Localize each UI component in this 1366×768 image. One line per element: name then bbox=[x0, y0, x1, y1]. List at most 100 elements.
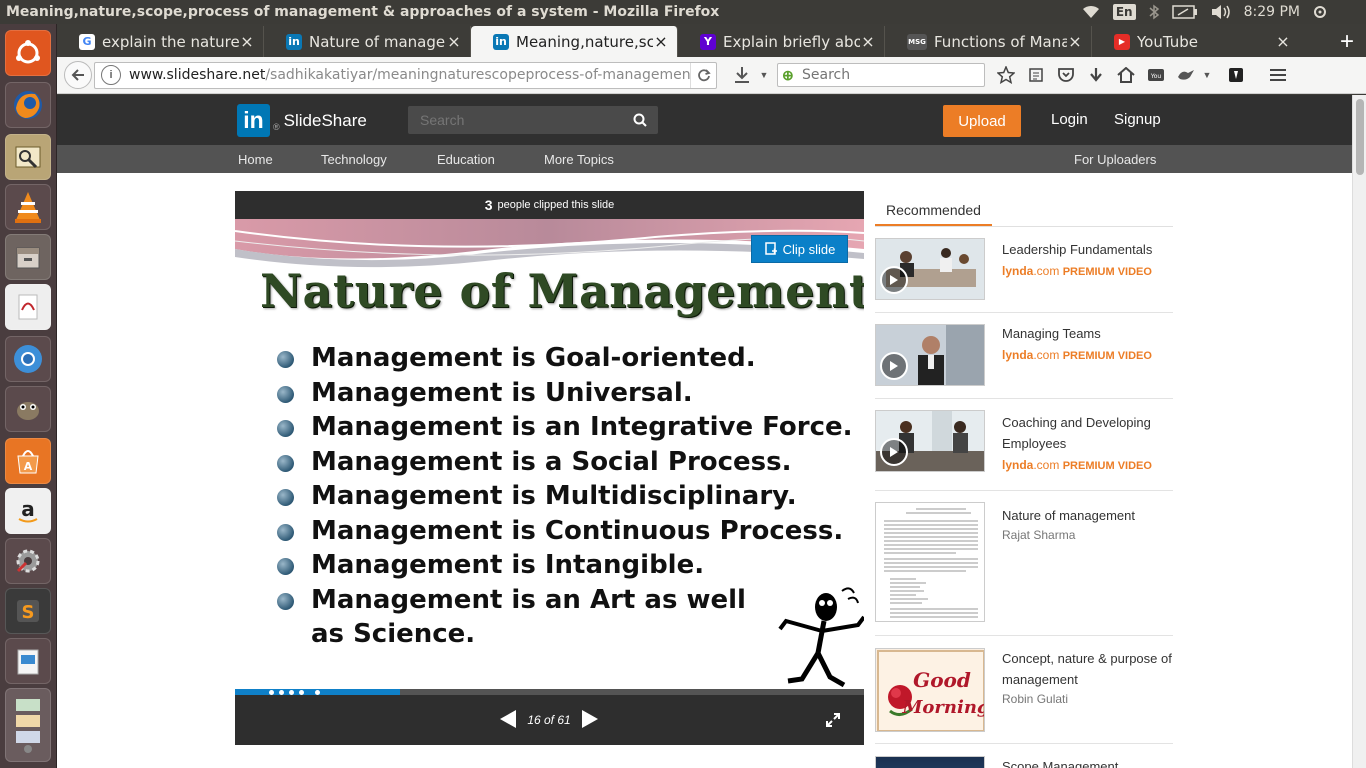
back-button[interactable] bbox=[64, 61, 92, 89]
amazon-icon[interactable]: a bbox=[5, 488, 51, 534]
slideshare-search-box[interactable] bbox=[408, 106, 658, 134]
video-thumbnail[interactable] bbox=[875, 410, 985, 472]
recommended-item[interactable]: Leadership Fundamentals lynda.com PREMIU… bbox=[875, 233, 1173, 313]
pocket-icon[interactable] bbox=[1051, 60, 1081, 90]
document-viewer-icon[interactable] bbox=[5, 284, 51, 330]
site-info-icon[interactable]: i bbox=[101, 65, 121, 85]
wifi-icon[interactable] bbox=[1081, 2, 1101, 22]
subnav-education[interactable]: Education bbox=[437, 152, 495, 167]
browser-search-input[interactable] bbox=[802, 67, 982, 83]
power-gear-icon[interactable] bbox=[1312, 2, 1328, 22]
recommended-item[interactable]: Managing Teams lynda.com PREMIUM VIDEO bbox=[875, 313, 1173, 399]
downloads-icon[interactable] bbox=[727, 60, 757, 90]
browser-tab[interactable]: MSG Functions of Manag… × bbox=[885, 26, 1092, 57]
slide-progress-bar[interactable] bbox=[235, 689, 864, 695]
tab-close-icon[interactable]: × bbox=[861, 32, 875, 51]
recommended-title[interactable]: Nature of management bbox=[1002, 508, 1135, 523]
recommended-title[interactable]: Scope Management bbox=[1002, 759, 1119, 768]
document-thumbnail[interactable] bbox=[875, 502, 985, 622]
subnav-home[interactable]: Home bbox=[238, 152, 273, 167]
recommended-author[interactable]: Robin Gulati bbox=[1002, 692, 1069, 706]
clock[interactable]: 8:29 PM bbox=[1243, 4, 1300, 20]
tab-recommended[interactable]: Recommended bbox=[875, 195, 992, 227]
fullscreen-icon[interactable] bbox=[825, 712, 841, 731]
recommended-item[interactable]: Nature of management Rajat Sharma bbox=[875, 491, 1173, 636]
subnav-more-topics[interactable]: More Topics bbox=[544, 152, 614, 167]
youtube-downloader-icon[interactable]: You bbox=[1141, 60, 1171, 90]
extension-dropdown-icon[interactable]: ▼ bbox=[1202, 70, 1212, 80]
slide-canvas[interactable]: Nature of Management Management is Goal-… bbox=[235, 219, 864, 689]
slide-thumbnail[interactable] bbox=[875, 756, 985, 768]
firefox-icon[interactable] bbox=[5, 82, 51, 128]
subnav-for-uploaders[interactable]: For Uploaders bbox=[1074, 152, 1157, 167]
recommended-title[interactable]: Coaching and Developing Employees bbox=[1002, 415, 1151, 451]
reload-icon[interactable] bbox=[690, 62, 716, 88]
battery-icon[interactable] bbox=[1171, 2, 1198, 22]
upload-button[interactable]: Upload bbox=[943, 105, 1021, 137]
extension-icon[interactable] bbox=[1171, 60, 1201, 90]
login-link[interactable]: Login bbox=[1051, 111, 1088, 128]
subnav-technology[interactable]: Technology bbox=[321, 152, 387, 167]
browser-search-box[interactable]: ⊕ bbox=[777, 63, 985, 87]
dropdown-arrow-icon[interactable]: ▼ bbox=[759, 70, 769, 80]
search-engine-icon[interactable]: ⊕ bbox=[782, 66, 794, 83]
slide-thumbnail[interactable]: Good Morning bbox=[875, 648, 985, 732]
slide-title: Nature of Management bbox=[260, 264, 864, 318]
recommended-author[interactable]: Rajat Sharma bbox=[1002, 528, 1076, 542]
reading-list-icon[interactable] bbox=[1021, 60, 1051, 90]
home-icon[interactable] bbox=[1111, 60, 1141, 90]
url-bar[interactable]: i www.slideshare.net/sadhikakatiyar/mean… bbox=[94, 61, 717, 89]
tab-close-icon[interactable]: × bbox=[654, 32, 668, 51]
recommended-title[interactable]: Concept, nature & purpose of management bbox=[1002, 651, 1172, 687]
image-viewer-icon[interactable] bbox=[5, 134, 51, 180]
chromium-icon[interactable] bbox=[5, 336, 51, 382]
browser-tab[interactable]: in Nature of managem… × bbox=[264, 26, 471, 57]
tab-close-icon[interactable]: × bbox=[447, 32, 461, 51]
ublock-icon[interactable] bbox=[1221, 60, 1251, 90]
bullet-sphere-icon bbox=[277, 489, 294, 506]
document-page-image bbox=[884, 508, 978, 618]
recommended-item[interactable]: Scope Management bbox=[875, 744, 1173, 768]
browser-tab[interactable]: Y Explain briefly abou… × bbox=[678, 26, 885, 57]
download-arrow-icon[interactable] bbox=[1081, 60, 1111, 90]
recommended-title[interactable]: Leadership Fundamentals bbox=[1002, 242, 1153, 257]
hamburger-menu-icon[interactable] bbox=[1263, 60, 1293, 90]
next-slide-button[interactable] bbox=[581, 709, 599, 732]
tab-close-icon[interactable]: × bbox=[1276, 32, 1290, 51]
volume-icon[interactable] bbox=[1210, 2, 1232, 22]
software-center-icon[interactable]: A bbox=[5, 438, 51, 484]
scrollbar-thumb[interactable] bbox=[1356, 99, 1364, 175]
slideshare-search-input[interactable] bbox=[408, 112, 628, 128]
keyboard-layout-indicator[interactable]: En bbox=[1112, 2, 1136, 22]
tab-close-icon[interactable]: × bbox=[1068, 32, 1082, 51]
gimp-icon[interactable] bbox=[5, 386, 51, 432]
stacked-apps-icon[interactable] bbox=[5, 688, 51, 762]
slideshare-logo[interactable]: in ® SlideShare bbox=[237, 104, 367, 137]
video-thumbnail[interactable] bbox=[875, 238, 985, 300]
vlc-icon[interactable] bbox=[5, 184, 51, 230]
browser-tab-active[interactable]: in Meaning,nature,sco… × bbox=[471, 26, 678, 57]
new-tab-button[interactable]: + bbox=[1339, 27, 1354, 55]
ubuntu-dash-icon[interactable] bbox=[5, 30, 51, 76]
search-icon[interactable] bbox=[628, 113, 652, 127]
files-icon[interactable] bbox=[5, 234, 51, 280]
system-settings-icon[interactable] bbox=[5, 538, 51, 584]
play-icon[interactable] bbox=[880, 266, 908, 294]
browser-tab[interactable]: ▶ YouTube × bbox=[1092, 26, 1299, 57]
bluetooth-icon[interactable] bbox=[1148, 2, 1160, 22]
play-icon[interactable] bbox=[880, 352, 908, 380]
signup-link[interactable]: Signup bbox=[1114, 111, 1161, 128]
recommended-item[interactable]: Good Morning Concept, nature & purpose o… bbox=[875, 636, 1173, 744]
previous-slide-button[interactable] bbox=[499, 709, 517, 732]
browser-tab[interactable]: G explain the nature a… × bbox=[57, 26, 264, 57]
libreoffice-impress-icon[interactable] bbox=[5, 638, 51, 684]
recommended-item[interactable]: Coaching and Developing Employees lynda.… bbox=[875, 399, 1173, 491]
video-thumbnail[interactable] bbox=[875, 324, 985, 386]
page-scrollbar[interactable] bbox=[1352, 95, 1366, 768]
clip-slide-button[interactable]: Clip slide bbox=[751, 235, 848, 263]
tab-close-icon[interactable]: × bbox=[240, 32, 254, 51]
play-icon[interactable] bbox=[880, 438, 908, 466]
recommended-title[interactable]: Managing Teams bbox=[1002, 326, 1101, 341]
sublime-text-icon[interactable]: S bbox=[5, 588, 51, 634]
bookmark-star-icon[interactable] bbox=[991, 60, 1021, 90]
